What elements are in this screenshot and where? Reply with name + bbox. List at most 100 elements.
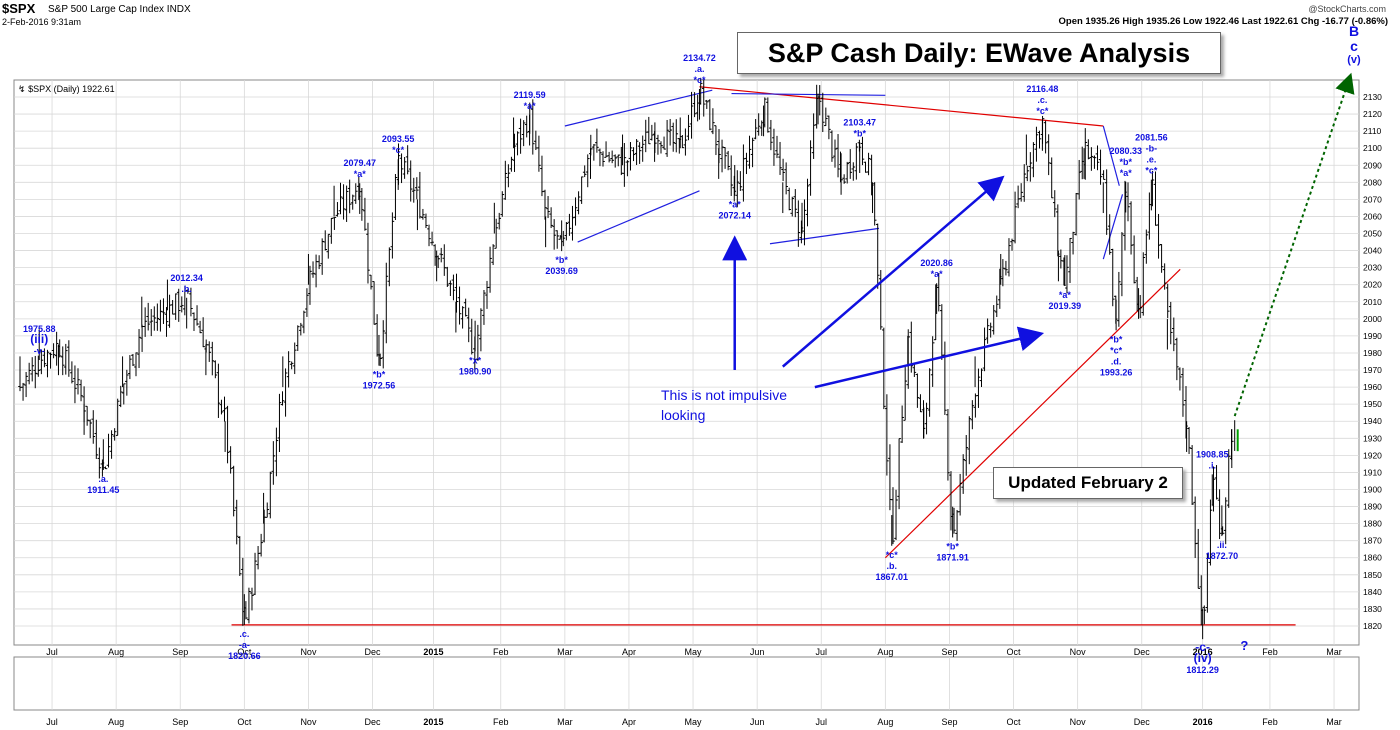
y-tick-label: 1820	[1363, 621, 1382, 631]
wave-labels: 1975.88(iii)-v-.a.1911.452012.34.b..c.-a…	[23, 53, 1248, 675]
x-tick-label: May	[685, 717, 703, 727]
wave-label-text: *a*	[1059, 290, 1072, 300]
wave-label: 2116.48.c.*c*	[1026, 84, 1058, 116]
wave-label-text: 2103.47	[843, 117, 876, 127]
wave-label-text: .a.	[98, 474, 108, 484]
chart-legend-text: $SPX (Daily) 1922.61	[28, 84, 115, 94]
y-tick-label: 2070	[1363, 194, 1382, 204]
x-tick-label: Aug	[108, 717, 124, 727]
x-tick-label: Aug	[877, 717, 893, 727]
y-tick-label: 1990	[1363, 331, 1382, 341]
y-tick-label: 1830	[1363, 604, 1382, 614]
wave-label-text: 1908.85	[1196, 449, 1229, 459]
wave-label-text: 2012.34	[170, 273, 203, 283]
wave-label: 2012.34.b.	[170, 273, 203, 294]
wave-label-text: *b*	[555, 255, 568, 265]
channel-upper-2	[731, 92, 886, 96]
arrow-diagonal	[781, 175, 1005, 368]
y-tick-label: 2080	[1363, 177, 1382, 187]
y-tick-label: 2090	[1363, 160, 1382, 170]
wave-label-text: 2134.72	[683, 53, 716, 63]
wave-label-text: *b*	[946, 541, 959, 551]
wave-label: 2020.86*a*	[920, 258, 953, 279]
wedge-lower	[1102, 194, 1124, 260]
y-tick-label: 1900	[1363, 484, 1382, 494]
y-tick-label: 2000	[1363, 314, 1382, 324]
arrow-flat	[814, 326, 1045, 389]
wave-label-text: -a-	[239, 640, 250, 650]
x-tick-label: Dec	[365, 717, 382, 727]
x-tick-label: Jun	[750, 647, 765, 657]
x-tick-label: Apr	[622, 717, 636, 727]
annotation-arrows	[722, 72, 1355, 417]
y-tick-label: 2030	[1363, 263, 1382, 273]
wave-label: .c.-a-1820.66	[228, 629, 261, 661]
wave-label-text: *b*	[373, 370, 386, 380]
wave-label: *b*1871.91	[936, 541, 969, 562]
wave-label: *b*2039.69	[545, 255, 578, 276]
wave-label-text: 1872.70	[1206, 551, 1239, 561]
x-tick-label: Dec	[1134, 717, 1151, 727]
wave-label: 2103.47*b*	[843, 117, 876, 138]
wave-label-text: .b.	[181, 284, 192, 294]
y-tick-label: 2120	[1363, 109, 1382, 119]
rising-trendline	[884, 268, 1181, 559]
wave-label: .ii.1872.70	[1206, 540, 1239, 561]
wave-label-text: *c*	[1036, 106, 1049, 116]
wave-label: *a*2019.39	[1049, 290, 1082, 311]
wave-label: 1908.85.i.	[1196, 449, 1229, 470]
wave-label-text: *c*	[1145, 166, 1158, 176]
brand: @StockCharts.com	[1308, 4, 1386, 14]
wave-label-text: *b*	[853, 128, 866, 138]
y-tick-label: 2130	[1363, 92, 1382, 102]
wave-label-text: .c.	[1037, 95, 1047, 105]
wave-label-text: 1871.91	[936, 552, 969, 562]
comment-text: This is not impulsive looking	[661, 385, 787, 425]
x-tick-label: Jul	[46, 647, 58, 657]
wave-label-text: 2116.48	[1026, 84, 1058, 94]
x-tick-label: 2015	[423, 717, 443, 727]
wave-label-text: *b*	[1119, 157, 1132, 167]
wave-label-text: *c*	[886, 550, 899, 560]
wave-label-text: -c-	[1195, 640, 1210, 654]
wave-label: *b*1972.56	[363, 370, 396, 391]
y-tick-label: 1980	[1363, 348, 1382, 358]
wave-target-label: B c (v)	[1343, 24, 1365, 67]
y-tick-label: 1850	[1363, 570, 1382, 580]
wave-label-text: 2072.14	[718, 211, 751, 221]
y-tick-label: 1840	[1363, 587, 1382, 597]
wave-label: *b**c*.d.1993.26	[1100, 334, 1133, 377]
x-tick-label: Feb	[1262, 647, 1278, 657]
wave-label: *x*1980.90	[459, 355, 492, 376]
x-tick-label: Mar	[557, 647, 573, 657]
x-tick-label: Feb	[493, 647, 509, 657]
quote-summary: Open 1935.26 High 1935.26 Low 1922.46 La…	[1058, 16, 1389, 27]
wave-label-text: 2080.33	[1109, 146, 1142, 156]
y-tick-label: 1940	[1363, 416, 1382, 426]
wave-target-v: (v)	[1347, 54, 1361, 66]
x-tick-label: Nov	[1070, 717, 1087, 727]
wave-label-text: *c*	[1110, 345, 1123, 355]
x-tick-label: Nov	[300, 647, 317, 657]
upper-resistance	[699, 86, 1104, 127]
x-tick-label: Jul	[815, 647, 827, 657]
wave-label: *c*.b.1867.01	[875, 550, 908, 582]
x-tick-label: Mar	[1326, 647, 1342, 657]
x-tick-label: Nov	[1070, 647, 1087, 657]
channel-upper-1	[564, 89, 713, 127]
y-tick-label: 2050	[1363, 229, 1382, 239]
comment-line-1: This is not impulsive	[661, 387, 788, 403]
wave-label-text: *a*	[524, 101, 537, 111]
wave-label-text: 2039.69	[545, 266, 578, 276]
wave-label-text: -b-	[1146, 144, 1158, 154]
y-tick-label: 1970	[1363, 365, 1382, 375]
wave-label-text: .ii.	[1217, 540, 1227, 550]
chart-legend: ↯ $SPX (Daily) 1922.61	[18, 84, 115, 95]
y-tick-label: 2110	[1363, 126, 1382, 136]
symbol: $SPX	[2, 1, 36, 16]
wave-label: -c-(iv)1812.29	[1186, 640, 1219, 675]
wave-label-text: .i.	[1209, 460, 1217, 470]
x-tick-label: Dec	[1134, 647, 1151, 657]
wave-label: 2080.33*b**a*	[1109, 146, 1142, 178]
x-tick-label: Feb	[1262, 717, 1278, 727]
